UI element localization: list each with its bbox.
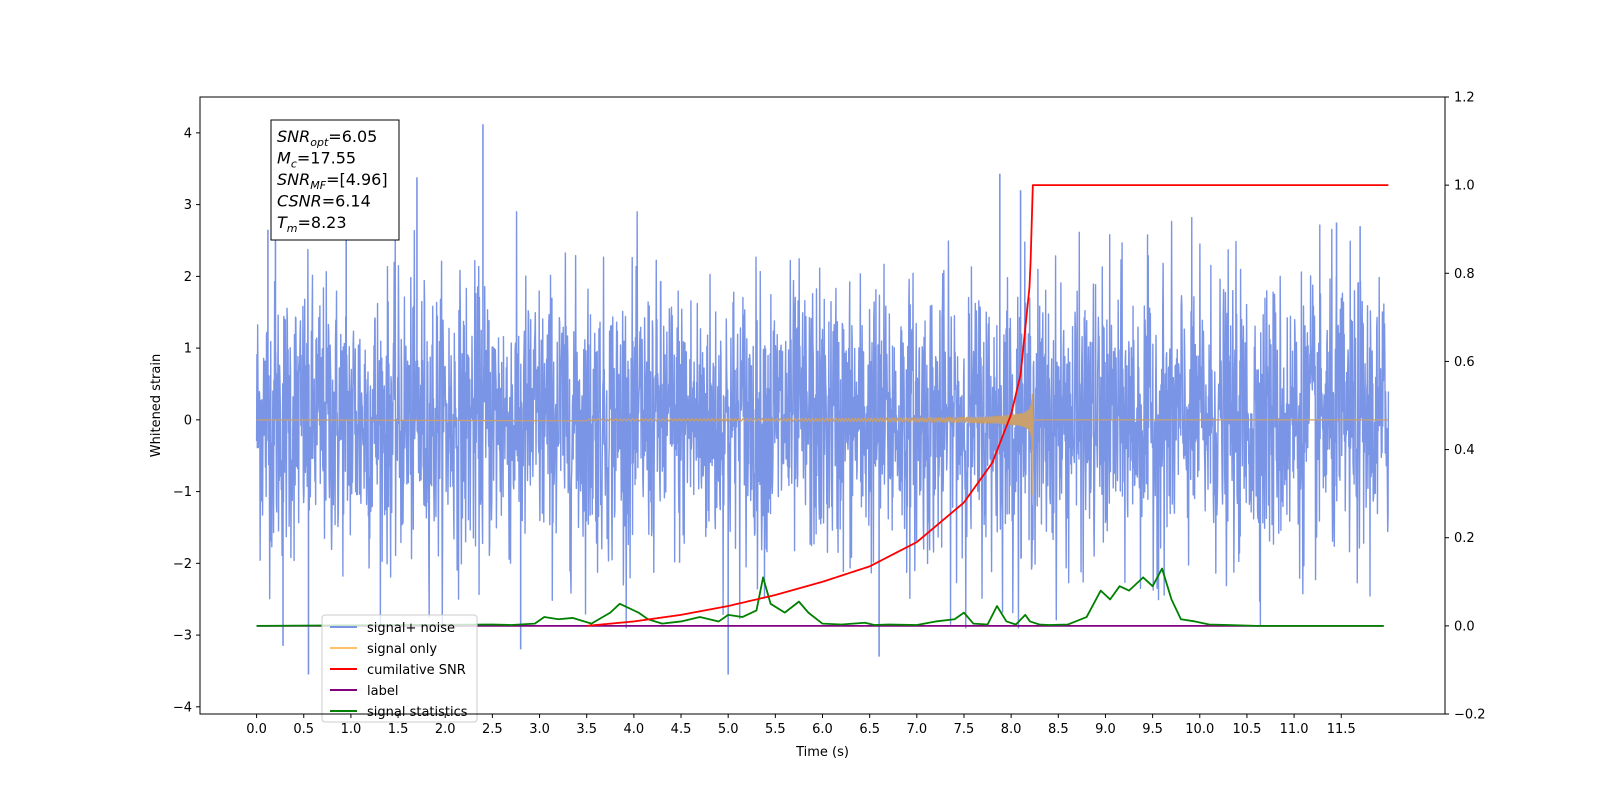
y2-tick-label: 1.0	[1454, 179, 1475, 194]
x-tick-label: 2.0	[435, 722, 456, 737]
y-tick-label: −2	[173, 557, 192, 572]
x-tick-label: 2.5	[482, 722, 503, 737]
y2-tick-label: −0.2	[1454, 708, 1486, 723]
x-tick-label: 10.0	[1185, 722, 1214, 737]
series-signal-only	[256, 394, 1389, 496]
x-tick-label: 6.5	[859, 722, 880, 737]
y-tick-label: −1	[173, 485, 192, 500]
series-layer	[255, 124, 1390, 675]
x-tick-label: 8.5	[1048, 722, 1069, 737]
y-tick-label: −4	[173, 700, 192, 715]
series-signal-plus-noise	[255, 211, 1390, 629]
x-tick-label: 8.0	[1001, 722, 1022, 737]
x-tick-label: 7.0	[906, 722, 927, 737]
y2-tick-label: 0.8	[1454, 267, 1475, 282]
x-tick-label: 0.5	[293, 722, 314, 737]
x-tick-label: 6.0	[812, 722, 833, 737]
y-tick-label: 3	[184, 198, 192, 213]
y2-tick-label: 0.4	[1454, 443, 1475, 458]
y-axis-left: 4 3 2 1 0 −1 −2 −3 −4	[173, 126, 200, 715]
series-cumilative-snr	[586, 184, 1389, 627]
info-line: SNRMF=[4.96]	[277, 170, 388, 192]
info-box: SNRopt=6.05Mc=17.55SNRMF=[4.96]CSNR=6.14…	[270, 119, 400, 241]
y-tick-label: 2	[184, 270, 192, 285]
y2-tick-label: 0.0	[1454, 619, 1475, 634]
x-tick-label: 5.5	[765, 722, 786, 737]
legend: signal+ noise signal only cumilative SNR la…	[321, 614, 478, 723]
y-tick-label: 4	[184, 126, 192, 141]
y2-tick-label: 0.2	[1454, 531, 1475, 546]
y-tick-label: 0	[184, 413, 192, 428]
x-axis: 0.0 0.5 1.0 1.5 2.0 2.5 3.0 3.5 4.0 4.5 5.0 5.5 6.0 6…	[246, 714, 1356, 737]
x-tick-label: 3.5	[576, 722, 597, 737]
x-tick-label: 1.0	[341, 722, 362, 737]
legend-label: signal statistics	[367, 705, 468, 720]
x-tick-label: 1.5	[388, 722, 409, 737]
info-line: CSNR=6.14	[277, 192, 371, 211]
legend-label: signal+ noise	[367, 621, 455, 636]
y-tick-label: −3	[173, 629, 192, 644]
legend-label: signal only	[367, 642, 437, 657]
x-tick-label: 9.5	[1142, 722, 1163, 737]
x-tick-label: 4.5	[671, 722, 692, 737]
info-box-frame	[270, 119, 400, 241]
y2-tick-label: 1.2	[1454, 91, 1475, 106]
y-axis-right: 1.2 1.0 0.8 0.6 0.4 0.2 0.0 −0.2	[1445, 91, 1486, 723]
y-tick-label: 1	[184, 342, 192, 357]
y2-tick-label: 0.6	[1454, 355, 1475, 370]
x-tick-label: 11.5	[1327, 722, 1356, 737]
x-tick-label: 3.0	[529, 722, 550, 737]
info-line: SNRopt=6.05	[277, 127, 377, 149]
legend-frame	[321, 614, 478, 723]
x-tick-label: 11.0	[1280, 722, 1309, 737]
x-tick-label: 0.0	[246, 722, 267, 737]
series-signal-statistics	[256, 567, 1384, 627]
legend-label: label	[367, 684, 398, 699]
x-tick-label: 4.0	[624, 722, 645, 737]
info-line: Mc=17.55	[277, 149, 356, 171]
x-tick-label: 5.0	[718, 722, 739, 737]
x-tick-label: 7.5	[954, 722, 975, 737]
info-line: Tm=8.23	[277, 213, 347, 235]
x-axis-label: Time (s)	[795, 745, 849, 760]
x-tick-label: 10.5	[1232, 722, 1261, 737]
y-axis-label: Whitened strain	[149, 354, 164, 457]
legend-label: cumilative SNR	[367, 663, 466, 678]
x-tick-label: 9.0	[1095, 722, 1116, 737]
